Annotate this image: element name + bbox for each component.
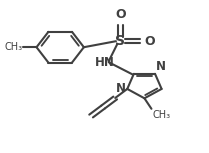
Text: N: N — [156, 60, 166, 73]
Text: N: N — [116, 82, 126, 95]
Text: O: O — [115, 8, 126, 21]
Text: O: O — [144, 35, 155, 48]
Text: CH₃: CH₃ — [4, 42, 23, 52]
Text: HN: HN — [94, 56, 114, 69]
Text: S: S — [115, 34, 125, 48]
Text: CH₃: CH₃ — [152, 110, 171, 119]
